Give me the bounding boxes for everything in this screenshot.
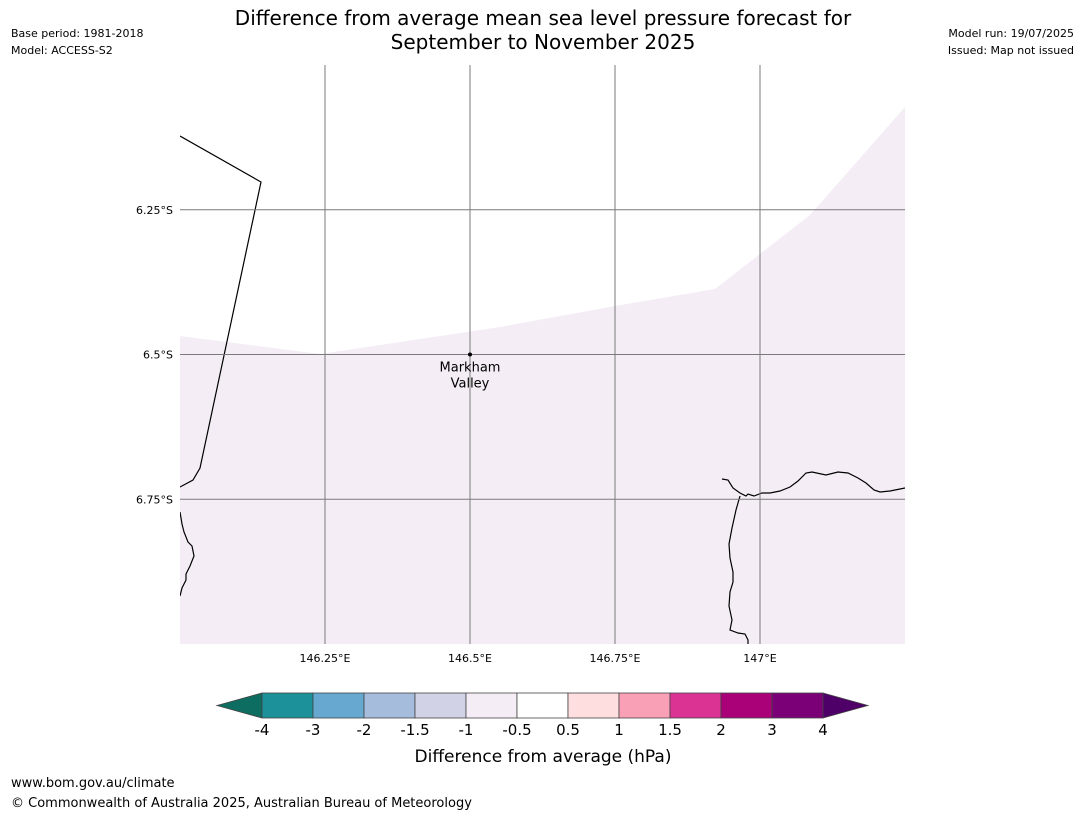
colorbar-segment (618, 692, 671, 719)
map: 146.25°E 146.5°E 146.75°E 147°E 6.25°S 6.5°S 6… (136, 65, 905, 665)
model-run: Model run: 19/07/2025 (948, 27, 1074, 40)
colorbar-segment (516, 692, 569, 719)
colorbar-tick: 4 (818, 721, 828, 739)
coastline-east (721, 471, 905, 497)
colorbar-tick: -2 (357, 721, 372, 739)
footer-url[interactable]: www.bom.gov.au/climate (11, 776, 175, 791)
map-axis-labels: 146.25°E 146.5°E 146.75°E 147°E 6.25°S 6.5°S 6… (136, 204, 777, 665)
latitude-label: 6.75°S (136, 493, 173, 506)
colorbar-segment (261, 692, 314, 719)
colorbar-label: Difference from average (hPa) (415, 747, 672, 767)
latitude-label: 6.5°S (143, 349, 173, 362)
location-name-line-2: Valley (451, 377, 490, 392)
issued-status: Issued: Map not issued (947, 44, 1074, 57)
colorbar-tick: 1 (614, 721, 624, 739)
colorbar-tick: -0.5 (502, 721, 531, 739)
colorbar-segment (720, 692, 773, 719)
colorbar-tick: -1.5 (400, 721, 429, 739)
coastline-west (180, 511, 195, 597)
colorbar-segment (363, 692, 416, 719)
colorbar-tick-labels: -4 -3 -2 -1.5 -1 -0.5 0.5 1 1.5 2 3 4 (255, 721, 828, 739)
metadata-left: Base period: 1981-2018 Model: ACCESS-S2 (11, 25, 143, 59)
metadata-right: Model run: 19/07/2025 Issued: Map not is… (948, 25, 1074, 59)
model-name: Model: ACCESS-S2 (11, 44, 113, 57)
title-line-2: September to November 2025 (390, 30, 696, 54)
base-period: Base period: 1981-2018 (11, 27, 144, 40)
colorbar-segments (215, 692, 870, 719)
latitude-label: 6.25°S (136, 204, 173, 217)
colorbar-segment (312, 692, 365, 719)
colorbar-tick: 1.5 (658, 721, 682, 739)
colorbar-segment (414, 692, 467, 719)
colorbar-segment (771, 692, 824, 719)
colorbar-tick: 0.5 (556, 721, 580, 739)
longitude-label: 146.25°E (300, 652, 351, 665)
coastline-river (728, 495, 749, 644)
colorbar-segment (669, 692, 722, 719)
colorbar-tick: -3 (306, 721, 321, 739)
title-line-1: Difference from average mean sea level p… (234, 6, 852, 30)
colorbar-tick: -4 (255, 721, 270, 739)
colorbar-segment (567, 692, 620, 719)
footer-copyright: © Commonwealth of Australia 2025, Austra… (11, 796, 472, 811)
colorbar-tick: 2 (716, 721, 726, 739)
colorbar-extend-low (215, 692, 263, 719)
longitude-label: 146.75°E (590, 652, 641, 665)
location-dot (468, 352, 472, 357)
longitude-label: 147°E (743, 652, 776, 665)
longitude-label: 146.5°E (448, 652, 492, 665)
location-name-line-1: Markham (440, 361, 501, 376)
map-title: Difference from average mean sea level p… (143, 6, 943, 54)
colorbar-extend-high (822, 692, 870, 719)
colorbar-tick: 3 (767, 721, 777, 739)
colorbar-tick: -1 (459, 721, 474, 739)
colorbar-segment (465, 692, 518, 719)
border-line (180, 135, 262, 488)
